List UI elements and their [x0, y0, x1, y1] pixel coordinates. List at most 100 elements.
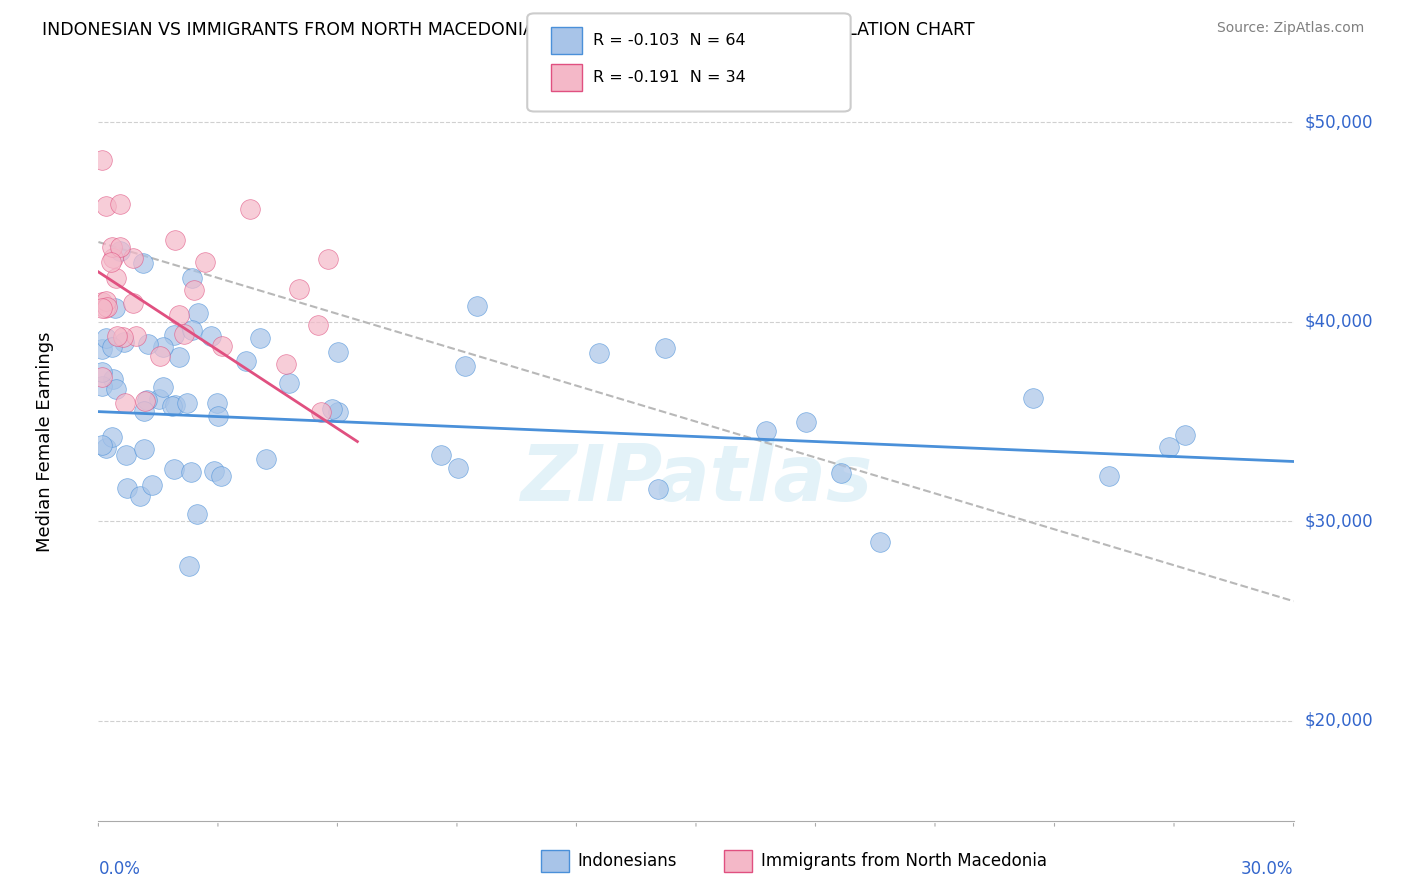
Text: $50,000: $50,000 [1305, 113, 1374, 131]
Point [181, 323, 204, 337]
Point [103, 251, 125, 265]
Point [454, 359, 477, 373]
Text: Immigrants from North Macedonia: Immigrants from North Macedonia [761, 852, 1046, 871]
Point [869, 535, 891, 549]
Point [277, 376, 299, 390]
Point [94, 301, 117, 315]
Point [101, 430, 124, 444]
Point [326, 344, 349, 359]
Point [447, 461, 470, 475]
Point [91, 379, 114, 393]
Point [1021, 391, 1043, 405]
Point [588, 346, 610, 360]
Point [207, 409, 229, 423]
Point [131, 256, 153, 270]
Point [163, 327, 186, 342]
Point [163, 398, 186, 412]
Point [91, 370, 114, 384]
Point [186, 507, 208, 521]
Point [647, 482, 669, 496]
Point [326, 405, 349, 419]
Point [136, 337, 159, 351]
Point [114, 396, 136, 410]
Point [125, 329, 148, 343]
Point [276, 357, 298, 371]
Point [186, 306, 208, 320]
Point [134, 394, 156, 409]
Point [180, 465, 202, 479]
Text: $30,000: $30,000 [1305, 512, 1374, 531]
Point [105, 271, 128, 285]
Point [108, 197, 131, 211]
Point [108, 240, 131, 254]
Point [91, 294, 114, 309]
Point [104, 301, 127, 315]
Point [1157, 440, 1180, 454]
Point [307, 318, 329, 333]
Text: Median Female Earnings: Median Female Earnings [35, 331, 53, 552]
Point [465, 299, 488, 313]
Point [176, 396, 198, 410]
Point [100, 254, 122, 268]
Point [111, 330, 134, 344]
Point [318, 252, 340, 266]
Point [136, 392, 159, 407]
Point [91, 438, 114, 452]
Point [96, 294, 118, 309]
Point [129, 489, 152, 503]
Point [132, 404, 155, 418]
Text: $20,000: $20,000 [1305, 712, 1374, 730]
Text: 0.0%: 0.0% [98, 860, 141, 878]
Point [91, 342, 114, 356]
Point [202, 464, 225, 478]
Text: Source: ZipAtlas.com: Source: ZipAtlas.com [1216, 21, 1364, 35]
Point [430, 448, 453, 462]
Text: INDONESIAN VS IMMIGRANTS FROM NORTH MACEDONIA MEDIAN FEMALE EARNINGS CORRELATION: INDONESIAN VS IMMIGRANTS FROM NORTH MACE… [42, 21, 974, 38]
Point [209, 469, 232, 483]
Point [755, 424, 778, 438]
Point [96, 301, 118, 315]
Point [235, 353, 257, 368]
Text: Indonesians: Indonesians [578, 852, 678, 871]
Point [141, 477, 163, 491]
Point [183, 283, 205, 297]
Point [91, 301, 114, 316]
Point [200, 329, 222, 343]
Point [152, 380, 174, 394]
Point [169, 350, 191, 364]
Point [1174, 427, 1197, 442]
Point [114, 449, 136, 463]
Point [94, 331, 117, 345]
Text: 30.0%: 30.0% [1241, 860, 1294, 878]
Point [180, 271, 202, 285]
Point [112, 335, 135, 350]
Point [152, 340, 174, 354]
Point [167, 308, 190, 322]
Point [148, 392, 170, 406]
Point [254, 452, 277, 467]
Point [91, 153, 114, 167]
Point [287, 282, 309, 296]
Point [177, 559, 200, 574]
Point [1098, 468, 1121, 483]
Point [91, 364, 114, 378]
Point [321, 402, 343, 417]
Point [108, 244, 131, 258]
Point [115, 481, 138, 495]
Point [122, 295, 145, 310]
Point [132, 442, 155, 456]
Point [163, 462, 186, 476]
Point [96, 441, 118, 455]
Point [160, 399, 183, 413]
Point [794, 415, 817, 429]
Point [105, 382, 128, 396]
Point [194, 255, 217, 269]
Text: $40,000: $40,000 [1305, 313, 1374, 331]
Point [105, 329, 128, 343]
Point [173, 327, 195, 342]
Text: ZIPatlas: ZIPatlas [520, 442, 872, 517]
Point [94, 199, 117, 213]
Point [207, 396, 229, 410]
Point [239, 202, 262, 217]
Point [211, 339, 233, 353]
